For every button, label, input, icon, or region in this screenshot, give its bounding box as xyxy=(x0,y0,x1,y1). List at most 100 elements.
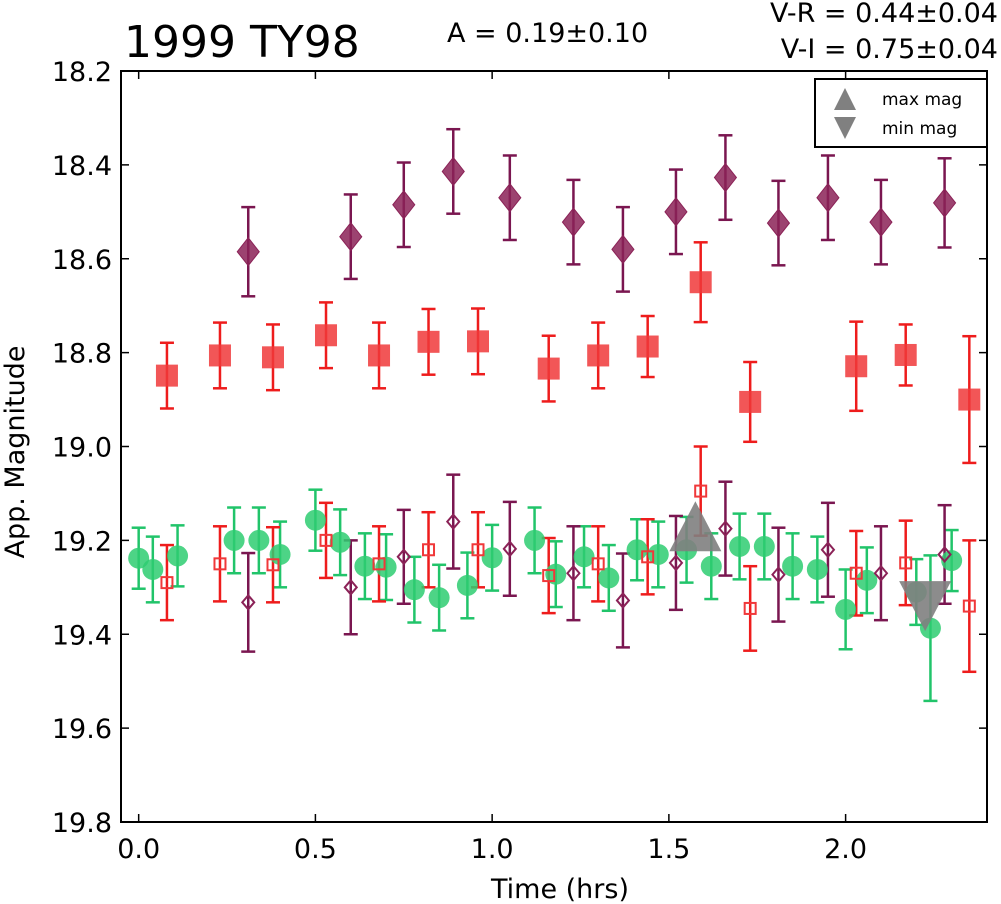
data-point xyxy=(932,188,957,218)
legend-min-mag-marker xyxy=(834,117,856,139)
legend-max-mag-label: max mag xyxy=(882,90,962,110)
amplitude-annotation: A = 0.19±0.10 xyxy=(447,18,648,49)
data-point xyxy=(445,513,461,531)
data-point xyxy=(962,599,976,613)
data-point xyxy=(248,529,270,551)
data-point xyxy=(700,555,722,577)
data-point xyxy=(611,234,635,265)
error-bar xyxy=(319,501,334,580)
data-point xyxy=(236,236,260,267)
data-point xyxy=(343,578,359,596)
data-point xyxy=(315,324,338,347)
x-axis-label: Time (hrs) xyxy=(490,874,629,904)
data-point xyxy=(835,598,857,620)
data-point xyxy=(743,601,757,615)
data-point xyxy=(213,557,227,571)
data-point xyxy=(537,357,560,380)
data-point xyxy=(329,531,351,553)
data-point xyxy=(208,344,231,367)
data-point xyxy=(339,221,363,252)
y-tick-label: 18.6 xyxy=(52,245,112,276)
data-point xyxy=(894,343,917,366)
error-bar xyxy=(502,500,517,598)
plot-area xyxy=(120,70,988,823)
data-point xyxy=(771,566,786,584)
data-point xyxy=(372,557,386,571)
x-tick-label: 0.0 xyxy=(117,834,160,865)
max-mag-marker xyxy=(669,501,722,552)
error-bar xyxy=(241,551,256,653)
chart-title: 1999 TY98 xyxy=(124,17,360,68)
error-bar xyxy=(159,543,174,622)
data-point xyxy=(941,550,963,572)
y-axis-label: App. Magnitude xyxy=(0,346,31,559)
data-point xyxy=(641,550,655,564)
error-bar xyxy=(640,518,655,596)
data-point xyxy=(873,564,889,582)
data-point xyxy=(958,388,981,411)
x-tick-label: 1.0 xyxy=(471,834,514,865)
data-point xyxy=(587,344,610,367)
data-point xyxy=(615,591,631,609)
data-point xyxy=(845,355,868,378)
data-point xyxy=(396,548,412,566)
error-bar xyxy=(265,525,280,604)
data-point xyxy=(392,189,416,220)
data-point xyxy=(471,543,485,557)
error-bar xyxy=(668,514,683,612)
data-point xyxy=(598,567,620,589)
data-point xyxy=(899,556,913,570)
data-point xyxy=(849,566,863,580)
data-point xyxy=(428,587,450,609)
y-tick-label: 18.8 xyxy=(52,339,112,370)
y-tick-label: 19.6 xyxy=(52,714,112,745)
y-tick-label: 18.4 xyxy=(52,151,112,182)
data-point xyxy=(766,208,791,238)
data-point xyxy=(261,346,284,369)
data-point xyxy=(354,555,376,577)
data-point xyxy=(498,182,522,213)
data-point xyxy=(375,556,397,578)
v-i-annotation: V-I = 0.75±0.04 xyxy=(781,34,998,65)
data-point xyxy=(739,390,762,413)
data-point xyxy=(820,541,836,559)
data-point xyxy=(223,529,245,551)
data-point xyxy=(626,539,648,561)
data-point xyxy=(456,574,478,596)
data-point xyxy=(441,156,465,187)
data-point xyxy=(713,162,738,193)
data-point xyxy=(869,207,893,237)
data-point xyxy=(422,543,436,557)
data-point xyxy=(782,555,804,577)
data-point xyxy=(266,558,280,572)
x-axis-ticks: 0.0 0.5 1.0 1.5 2.0 xyxy=(117,71,867,865)
data-point xyxy=(806,558,828,580)
data-point xyxy=(694,484,708,498)
error-bar xyxy=(962,539,977,674)
y-tick-label: 19.8 xyxy=(52,808,112,839)
data-point xyxy=(417,330,440,353)
data-point xyxy=(664,197,688,227)
data-point xyxy=(816,182,840,213)
legend-min-mag-label: min mag xyxy=(882,119,957,139)
x-tick-label: 0.5 xyxy=(294,834,337,865)
data-point xyxy=(591,557,605,571)
data-point xyxy=(269,543,291,565)
data-point xyxy=(304,509,326,531)
data-point xyxy=(542,569,556,583)
y-tick-label: 19.4 xyxy=(52,620,112,651)
plot-frame xyxy=(120,70,988,823)
data-point xyxy=(467,330,490,353)
data-point xyxy=(481,547,503,569)
data-point xyxy=(729,535,751,557)
data-point xyxy=(167,545,189,567)
data-point xyxy=(128,547,150,569)
v-r-annotation: V-R = 0.44±0.04 xyxy=(770,0,998,29)
error-bar xyxy=(743,564,758,652)
x-tick-label: 2.0 xyxy=(824,834,867,865)
error-bar xyxy=(873,525,888,622)
data-point xyxy=(502,540,518,558)
data-point xyxy=(566,564,581,582)
data-point xyxy=(160,576,174,590)
